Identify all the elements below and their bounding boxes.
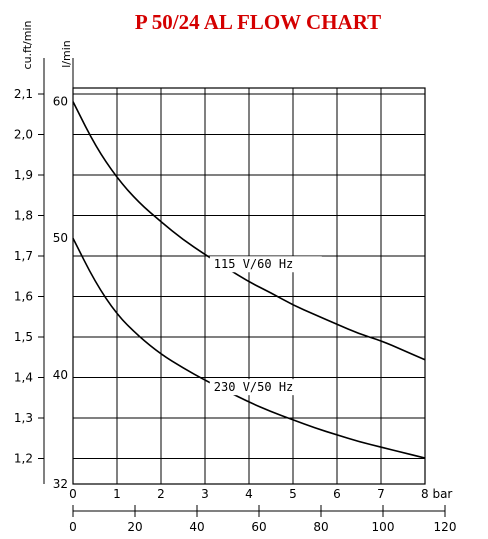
y-left-tick-label: 1,2 xyxy=(14,452,33,466)
series-label: 115 V/60 Hz xyxy=(214,257,293,271)
y-inner-tick-label: 60 xyxy=(53,95,68,109)
x-tick-label: 3 xyxy=(201,487,209,501)
y-left-tick-label: 2,1 xyxy=(14,87,33,101)
series-label: 230 V/50 Hz xyxy=(214,380,293,394)
x2-tick-label: 20 xyxy=(127,520,142,534)
x-tick-label: 6 xyxy=(333,487,341,501)
y-inner-tick-label: 32 xyxy=(53,477,68,491)
x2-tick-label: 40 xyxy=(189,520,204,534)
x-tick-label: 4 xyxy=(245,487,253,501)
x2-tick-label: 100 xyxy=(372,520,395,534)
secondary-x-axis: 0 20 40 60 80 100 120 xyxy=(69,505,456,534)
x-tick-label: 5 xyxy=(289,487,297,501)
series-label-background xyxy=(209,256,322,273)
series-layer: 115 V/60 Hz 230 V/50 Hz xyxy=(72,101,426,459)
x2-tick-label: 80 xyxy=(313,520,328,534)
series-label-background xyxy=(209,379,322,396)
y-left-axis-label: cu.ft/min xyxy=(21,20,34,69)
y-left-tick-label: 2,0 xyxy=(14,128,33,142)
x-axis-ticks: 0 1 2 3 4 5 6 7 8 bar xyxy=(69,487,452,501)
y-left-tick-label: 1,7 xyxy=(14,249,33,263)
y-left-tick-label: 1,8 xyxy=(14,209,33,223)
x2-tick-label: 60 xyxy=(251,520,266,534)
series-line xyxy=(72,237,426,459)
y-inner-tick-label: 50 xyxy=(53,231,68,245)
series-line xyxy=(72,101,426,361)
y-inner-tick-label: 40 xyxy=(53,368,68,382)
x-tick-label: 2 xyxy=(157,487,165,501)
x-tick-label: 0 xyxy=(69,487,77,501)
y-left-tick-label: 1,9 xyxy=(14,168,33,182)
y-left-tick-label: 1,4 xyxy=(14,371,33,385)
x-tick-label: 1 xyxy=(113,487,121,501)
y-inner-axis-label: l/min xyxy=(60,40,73,68)
x-tick-label: 8 bar xyxy=(421,487,452,501)
x2-tick-label: 0 xyxy=(69,520,77,534)
y-left-tick-label: 1,6 xyxy=(14,290,33,304)
plot-frame xyxy=(72,87,426,485)
y-left-tick-label: 1,3 xyxy=(14,411,33,425)
grid xyxy=(73,88,425,484)
y-axis-ticks: 2,1 2,0 1,9 1,8 1,7 1,6 1,5 1,4 1,3 1,2 60 50 40 32 xyxy=(14,58,74,491)
x-tick-label: 7 xyxy=(377,487,385,501)
y-left-tick-label: 1,5 xyxy=(14,330,33,344)
chart-title: P 50/24 AL FLOW CHART xyxy=(135,10,381,34)
x2-tick-label: 120 xyxy=(434,520,457,534)
